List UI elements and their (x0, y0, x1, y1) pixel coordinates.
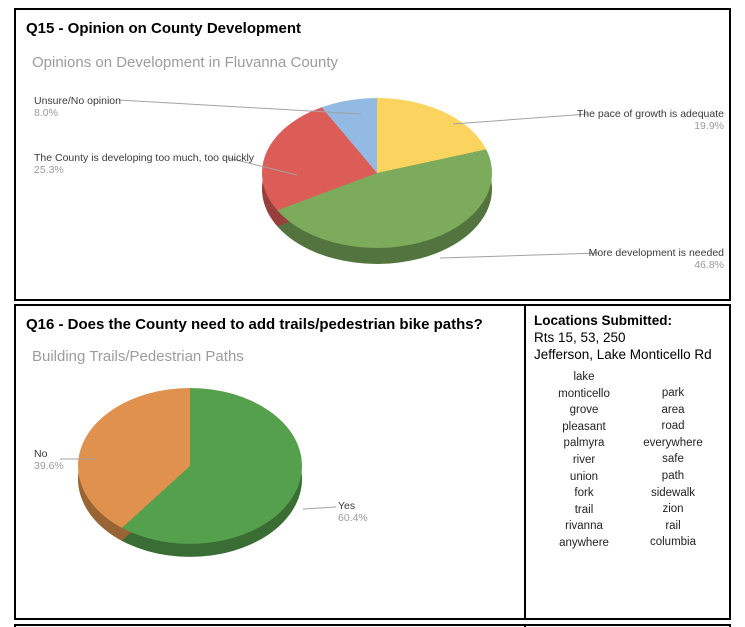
q16-pie-chart (78, 388, 302, 560)
word-item: safe (662, 453, 684, 466)
word-item: path (661, 469, 685, 482)
q15-pie-chart (262, 98, 492, 268)
word-item: fork (574, 487, 594, 500)
label-percent: 8.0% (34, 107, 58, 119)
label-text: More development is needed (588, 247, 724, 259)
q15-pie-surface (262, 98, 492, 248)
word-item: palmyra (563, 437, 605, 450)
locations-panel: Locations Submitted: Rts 15, 53, 250 Jef… (524, 304, 731, 620)
word-item: park (661, 387, 685, 399)
q16-title: Q16 - Does the County need to add trails… (26, 316, 483, 333)
label-percent: 60.4% (338, 512, 368, 524)
word-item: rail (665, 519, 681, 532)
q15-chart-title: Opinions on Development in Fluvanna Coun… (32, 54, 339, 71)
locations-title: Locations Submitted: (534, 313, 672, 328)
q16-label-no: No 39.6% (34, 448, 94, 472)
word-column-left: lake monticello grove pleasant palmyra river u… (532, 369, 636, 552)
word-item: river (572, 453, 596, 466)
word-item: grove (569, 404, 599, 417)
q16-panel: Q16 - Does the County need to add trails… (14, 304, 526, 620)
q15-label-too-much: The County is developing too much, too q… (34, 152, 274, 176)
word-item: area (661, 403, 685, 416)
next-panel-edge-right (524, 624, 731, 627)
q16-chart-title: Building Trails/Pedestrian Paths (32, 348, 244, 365)
q15-panel: Q15 - Opinion on County Development Opin… (14, 8, 731, 301)
label-percent: 25.3% (34, 164, 64, 176)
q15-title: Q15 - Opinion on County Development (26, 20, 302, 37)
q15-label-unsure: Unsure/No opinion 8.0% (34, 95, 194, 119)
word-item: sidewalk (650, 486, 696, 499)
word-item: columbia (649, 536, 697, 549)
label-text: The County is developing too much, too q… (34, 152, 255, 164)
word-item: union (569, 470, 599, 483)
label-text: No (34, 448, 48, 460)
word-item: lake (573, 371, 595, 383)
q16-label-yes: Yes 60.4% (338, 500, 398, 524)
q15-label-adequate: The pace of growth is adequate 19.9% (494, 108, 724, 132)
label-percent: 39.6% (34, 460, 64, 472)
word-item: monticello (558, 387, 610, 400)
word-item: everywhere (643, 436, 703, 449)
word-item: rivanna (565, 520, 603, 533)
locations-line: Rts 15, 53, 250 (534, 330, 626, 345)
label-text: Yes (338, 500, 356, 512)
q15-label-more: More development is needed 46.8% (494, 247, 724, 271)
label-text: The pace of growth is adequate (576, 108, 724, 120)
q16-pie-surface (78, 388, 302, 544)
label-text: Unsure/No opinion (34, 95, 121, 107)
label-percent: 19.9% (694, 120, 724, 132)
word-item: pleasant (562, 420, 606, 433)
word-item: anywhere (559, 536, 609, 549)
locations-line: Jefferson, Lake Monticello Rd (534, 347, 712, 362)
locations-word-list: lake monticello grove pleasant palmyra river u… (532, 369, 712, 552)
word-item: zion (662, 503, 684, 516)
word-column-right: park area road everywhere safe path sidewalk zi… (636, 385, 710, 552)
callout-line-yes (302, 506, 337, 510)
label-percent: 46.8% (694, 259, 724, 271)
word-item: trail (574, 503, 594, 516)
word-item: road (661, 420, 685, 433)
